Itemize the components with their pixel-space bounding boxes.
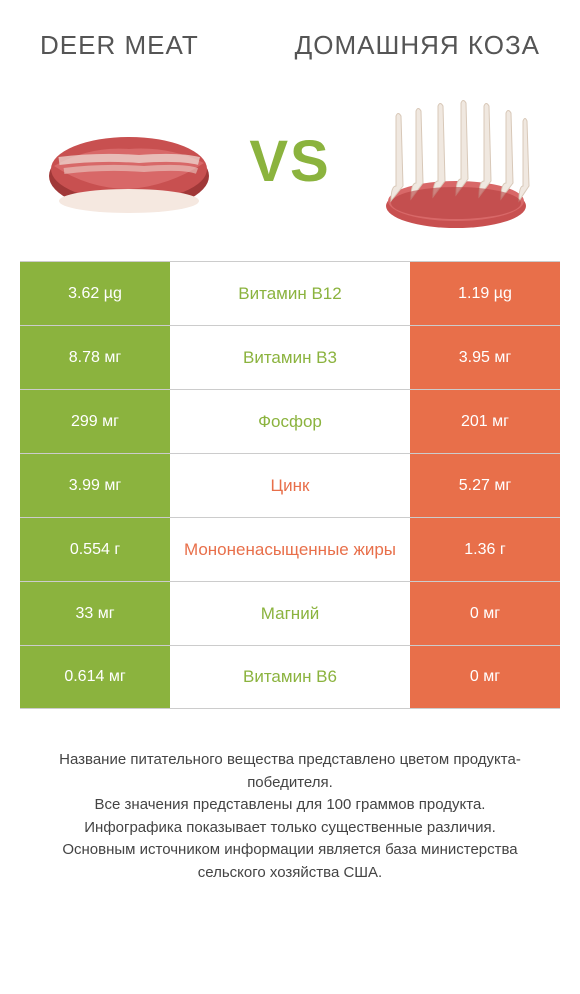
cell-right-value: 1.19 µg bbox=[410, 262, 560, 325]
table-row: 3.99 мгЦинк5.27 мг bbox=[20, 453, 560, 517]
cell-right-value: 0 мг bbox=[410, 646, 560, 708]
cell-nutrient-label: Цинк bbox=[170, 454, 410, 517]
table-row: 299 мгФосфор201 мг bbox=[20, 389, 560, 453]
cell-left-value: 3.62 µg bbox=[20, 262, 170, 325]
cell-right-value: 201 мг bbox=[410, 390, 560, 453]
footer-line-2: Все значения представлены для 100 граммо… bbox=[30, 794, 550, 817]
table-row: 0.554 гМононенасыщенные жиры1.36 г bbox=[20, 517, 560, 581]
table-row: 8.78 мгВитамин B33.95 мг bbox=[20, 325, 560, 389]
cell-nutrient-label: Магний bbox=[170, 582, 410, 645]
table-row: 3.62 µgВитамин B121.19 µg bbox=[20, 261, 560, 325]
table-row: 33 мгМагний0 мг bbox=[20, 581, 560, 645]
cell-nutrient-label: Фосфор bbox=[170, 390, 410, 453]
cell-left-value: 8.78 мг bbox=[20, 326, 170, 389]
cell-right-value: 1.36 г bbox=[410, 518, 560, 581]
title-right: ДОМАШНЯЯ КОЗА bbox=[295, 30, 540, 61]
cell-nutrient-label: Мононенасыщенные жиры bbox=[170, 518, 410, 581]
cell-left-value: 3.99 мг bbox=[20, 454, 170, 517]
footer-line-1: Название питательного вещества представл… bbox=[30, 749, 550, 794]
cell-nutrient-label: Витамин B3 bbox=[170, 326, 410, 389]
nutrient-table: 3.62 µgВитамин B121.19 µg8.78 мгВитамин … bbox=[20, 261, 560, 709]
title-left: DEER MEAT bbox=[40, 30, 199, 61]
footer-line-4: Основным источником информации является … bbox=[30, 839, 550, 884]
cell-left-value: 0.614 мг bbox=[20, 646, 170, 708]
cell-left-value: 0.554 г bbox=[20, 518, 170, 581]
cell-right-value: 5.27 мг bbox=[410, 454, 560, 517]
table-row: 0.614 мгВитамин B60 мг bbox=[20, 645, 560, 709]
goat-meat-image bbox=[361, 91, 541, 231]
header: DEER MEAT ДОМАШНЯЯ КОЗА bbox=[0, 0, 580, 81]
cell-nutrient-label: Витамин B6 bbox=[170, 646, 410, 708]
cell-nutrient-label: Витамин B12 bbox=[170, 262, 410, 325]
deer-meat-image bbox=[39, 91, 219, 231]
footer-line-3: Инфографика показывает только существенн… bbox=[30, 817, 550, 840]
cell-right-value: 0 мг bbox=[410, 582, 560, 645]
cell-left-value: 33 мг bbox=[20, 582, 170, 645]
cell-right-value: 3.95 мг bbox=[410, 326, 560, 389]
footer-notes: Название питательного вещества представл… bbox=[0, 709, 580, 904]
vs-row: VS bbox=[0, 81, 580, 261]
cell-left-value: 299 мг bbox=[20, 390, 170, 453]
vs-label: VS bbox=[249, 128, 330, 195]
